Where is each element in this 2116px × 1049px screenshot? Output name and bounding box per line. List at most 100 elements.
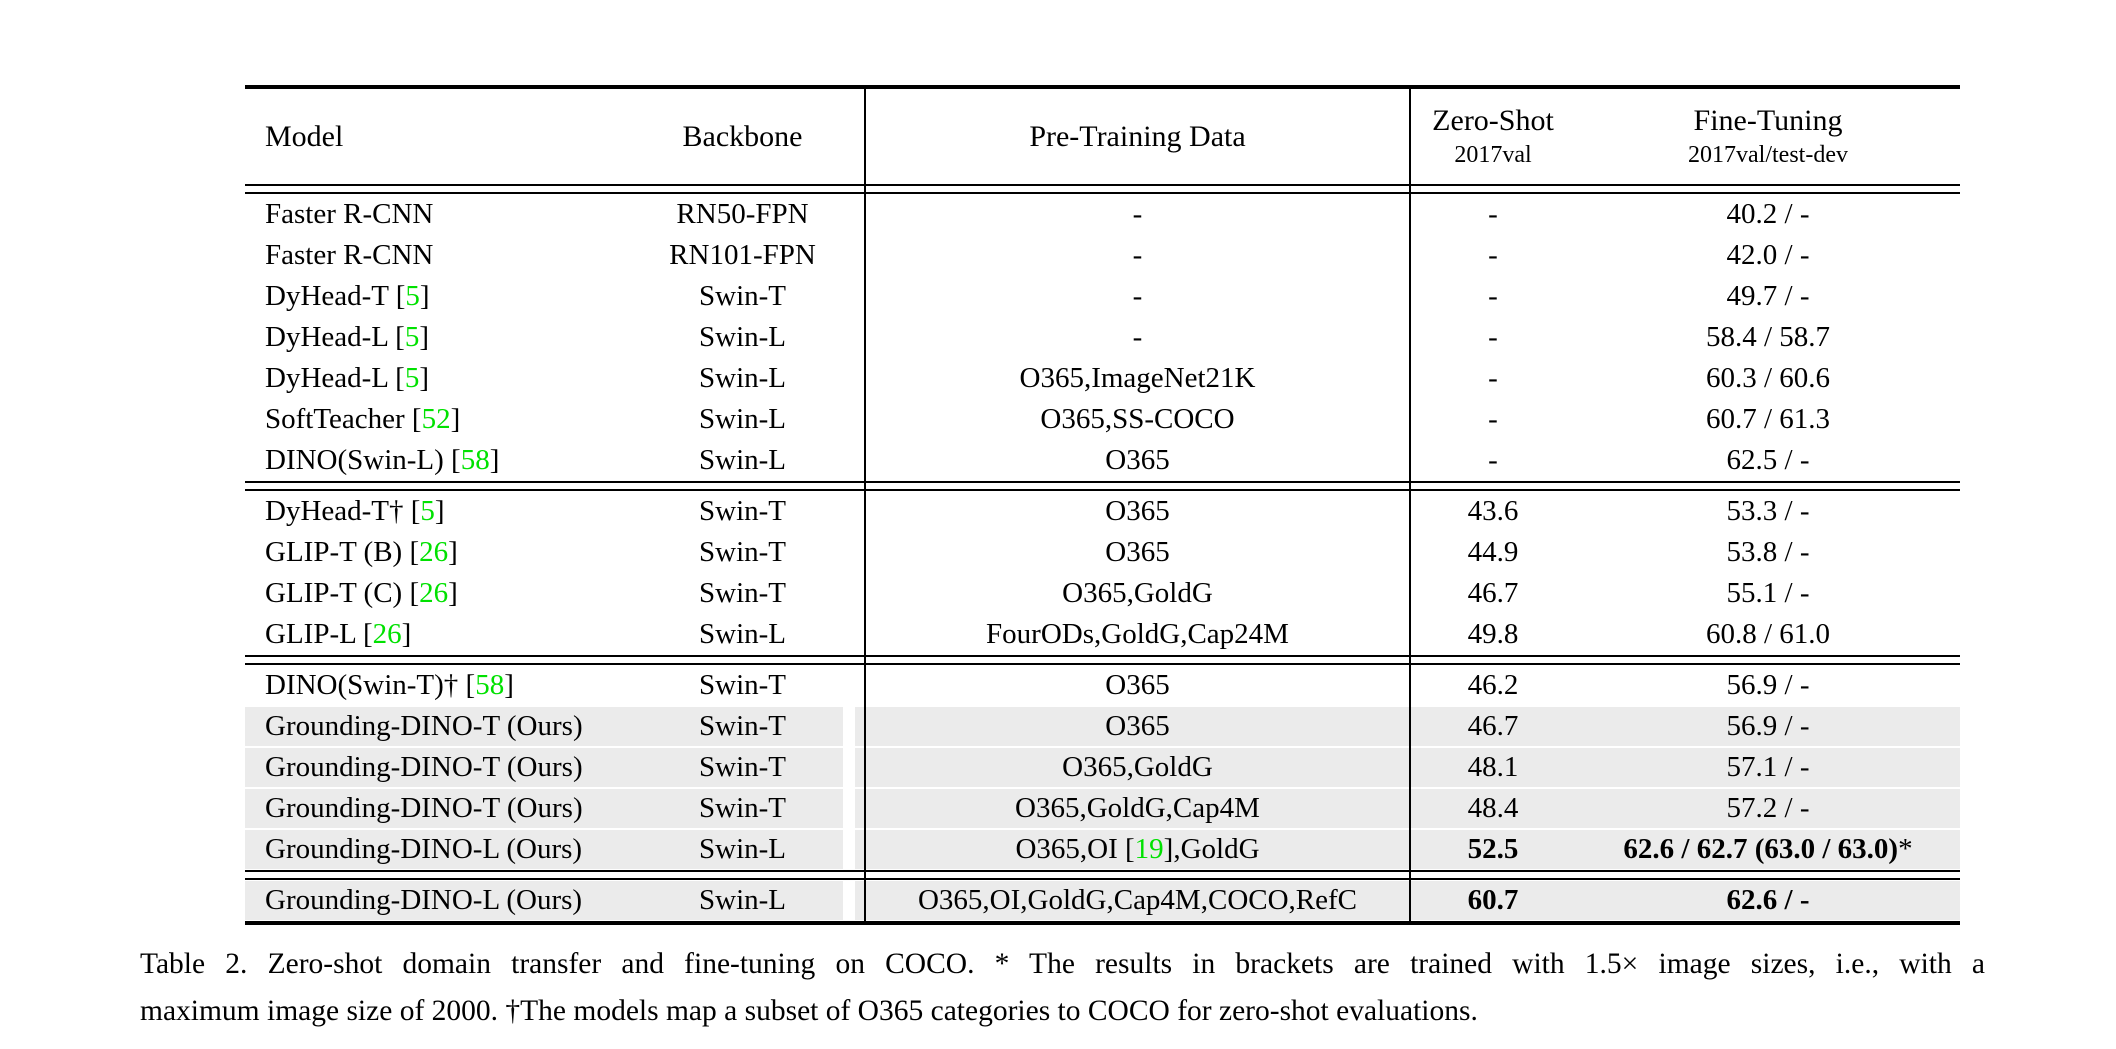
table-section: DyHead-T† [5] Swin-T O365 43.6 53.3 / - GLIP-…: [245, 491, 1960, 655]
backbone-cell: Swin-T: [699, 536, 786, 568]
row-highlight-left: [245, 881, 843, 920]
table-row: DyHead-T [5] Swin-T - - 49.7 / -: [245, 276, 1960, 317]
pretraining-data-cell: -: [1132, 280, 1143, 312]
results-table: Model Backbone Pre-Training Data Zero-Sh…: [245, 85, 1960, 925]
zero-shot-value-cell: -: [1488, 321, 1498, 353]
zero-shot-value-cell: 52.5: [1410, 833, 1576, 866]
zero-shot-value-cell: 49.8: [1467, 618, 1519, 650]
pretraining-data-cell: O365: [1105, 444, 1170, 476]
zero-shot-value-cell: -: [1488, 444, 1498, 476]
cell-text: 62.6 / -: [1726, 884, 1810, 916]
fine-tuning-value-cell: 62.6 / -: [1576, 884, 1960, 917]
pretraining-data-cell: O365,SS-COCO: [1040, 403, 1235, 435]
cell-text: ]: [448, 536, 458, 568]
header-fine-tuning: Fine-Tuning 2017val/test-dev: [1576, 104, 1960, 169]
model-cell: GLIP-L [26]: [245, 618, 620, 651]
citation-link[interactable]: 5: [404, 321, 420, 353]
citation-link[interactable]: 19: [1134, 833, 1164, 865]
table-row: Grounding-DINO-T (Ours) Swin-T O365 46.7 56.…: [245, 706, 1960, 747]
cell-text: GLIP-T (B) [: [265, 536, 420, 568]
backbone-cell: Swin-L: [699, 403, 786, 435]
cell-text: ]: [401, 618, 412, 650]
table-caption-line1: Table 2. Zero-shot domain transfer and f…: [140, 948, 1985, 980]
fine-tuning-value-cell: 58.4 / 58.7: [1705, 321, 1831, 353]
model-cell: DyHead-L [5]: [245, 362, 620, 395]
cell-text: ]: [489, 444, 500, 476]
backbone-cell: Swin-L: [699, 884, 786, 916]
cell-text: ]: [419, 280, 430, 312]
citation-link[interactable]: 26: [419, 536, 449, 568]
fine-tuning-value-cell: 53.8 / -: [1726, 536, 1810, 568]
table-row: GLIP-L [26] Swin-L FourODs,GoldG,Cap24M 49.…: [245, 614, 1960, 655]
table-row: Grounding-DINO-L (Ours) Swin-L O365,OI [19…: [245, 829, 1960, 870]
fine-tuning-value-cell: 49.7 / -: [1726, 280, 1810, 312]
pretraining-data-cell: O365,ImageNet21K: [1019, 362, 1256, 394]
fine-tuning-value-cell: 55.1 / -: [1726, 577, 1810, 609]
cell-text: 60.7: [1467, 884, 1519, 916]
backbone-cell: Swin-T: [699, 669, 786, 701]
model-cell: GLIP-T (B) [26]: [245, 536, 620, 569]
cell-text: DyHead-L [: [265, 362, 405, 394]
pretraining-data-cell: O365,GoldG: [1062, 577, 1213, 609]
fine-tuning-value-cell: 60.7 / 61.3: [1705, 403, 1831, 435]
fine-tuning-value-cell: 53.3 / -: [1726, 495, 1810, 527]
model-cell: Grounding-DINO-T (Ours): [265, 751, 583, 783]
table-row: Grounding-DINO-L (Ours) Swin-L O365,OI,Gol…: [245, 880, 1960, 921]
citation-link[interactable]: 52: [421, 403, 451, 435]
cell-text: ]: [419, 321, 430, 353]
cell-text: DyHead-T [: [265, 280, 406, 312]
backbone-cell: Swin-L: [699, 618, 786, 650]
pretraining-data-cell: O365,OI,GoldG,Cap4M,COCO,RefC: [917, 884, 1358, 916]
fine-tuning-value-cell: 57.2 / -: [1726, 792, 1810, 824]
column-divider-backbone-pretrain: [864, 89, 866, 921]
citation-link[interactable]: 58: [475, 669, 505, 701]
citation-link[interactable]: 5: [404, 362, 420, 394]
zero-shot-value-cell: 48.4: [1467, 792, 1519, 824]
cell-text: ]: [450, 403, 461, 435]
citation-link[interactable]: 5: [420, 495, 435, 527]
pretraining-data-cell: O365: [1105, 495, 1170, 527]
citation-link[interactable]: 58: [460, 444, 490, 476]
pretraining-data-cell: O365: [1105, 536, 1170, 568]
header-zero-shot-sub: 2017val: [1454, 142, 1532, 168]
row-highlight-left: [245, 707, 843, 746]
table-row: DINO(Swin-T)† [58] Swin-T O365 46.2 56.9 / -: [245, 665, 1960, 706]
table-row: Faster R-CNN RN101-FPN - - 42.0 / -: [245, 235, 1960, 276]
pretraining-data-cell: -: [1132, 321, 1143, 353]
header-pretraining-data: Pre-Training Data: [1029, 119, 1246, 153]
cell-text: ]: [419, 362, 430, 394]
table-row: GLIP-T (C) [26] Swin-T O365,GoldG 46.7 55.1 …: [245, 573, 1960, 614]
backbone-cell: Swin-T: [699, 710, 786, 742]
table-header-row: Model Backbone Pre-Training Data Zero-Sh…: [245, 89, 1960, 184]
zero-shot-value-cell: -: [1488, 280, 1498, 312]
fine-tuning-value-cell: 42.0 / -: [1726, 239, 1810, 271]
table-row: SoftTeacher [52] Swin-L O365,SS-COCO - 60.7 …: [245, 399, 1960, 440]
row-highlight-right: [855, 830, 1960, 869]
backbone-cell: Swin-T: [699, 280, 786, 312]
pretraining-data-cell: -: [1132, 239, 1143, 271]
fine-tuning-value-cell: 56.9 / -: [1726, 669, 1810, 701]
cell-text: 52.5: [1467, 833, 1519, 865]
backbone-cell: Swin-L: [699, 833, 786, 865]
row-highlight-right: [855, 789, 1960, 828]
row-highlight-left: [245, 748, 843, 787]
cell-text: O365,OI [: [1015, 833, 1135, 865]
cell-text: DyHead-T† [: [265, 495, 421, 527]
table-section: Faster R-CNN RN50-FPN - -40.2 / - Faster R-C…: [245, 194, 1960, 481]
citation-link[interactable]: 5: [405, 280, 420, 312]
citation-link[interactable]: 26: [372, 618, 402, 650]
column-divider-pretrain-zeroshot: [1409, 89, 1411, 921]
citation-link[interactable]: 26: [419, 577, 449, 609]
backbone-cell: Swin-T: [699, 495, 786, 527]
section-divider-rule: [245, 870, 1960, 880]
pretraining-data-cell: O365: [1105, 669, 1170, 701]
pretraining-data-cell: O365,OI [19],GoldG: [865, 833, 1410, 866]
cell-text: ],GoldG: [1163, 833, 1260, 865]
model-cell: Grounding-DINO-T (Ours): [265, 710, 583, 742]
backbone-cell: Swin-L: [699, 362, 786, 394]
model-cell: GLIP-T (C) [26]: [245, 577, 620, 610]
table-row: Faster R-CNN RN50-FPN - - 40.2 / -: [245, 194, 1960, 235]
zero-shot-value-cell: -: [1488, 362, 1498, 394]
zero-shot-value-cell: -: [1488, 239, 1498, 271]
